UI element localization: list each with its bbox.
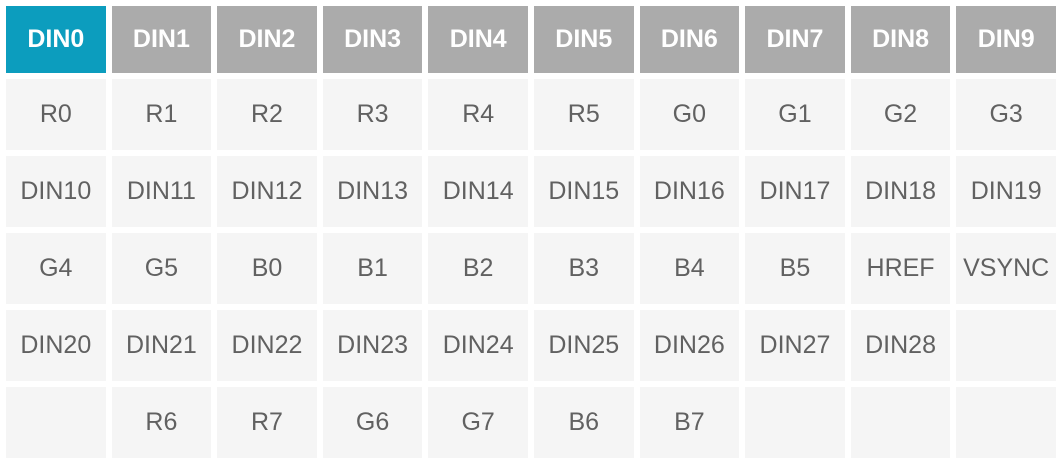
header-cell-din3: DIN3 [322, 6, 423, 73]
pin-cell-r0: R0 [6, 79, 106, 150]
pin-cell-din23: DIN23 [322, 310, 423, 381]
pin-cell-vsync: VSYNC [956, 233, 1056, 304]
pin-cell-din22: DIN22 [217, 310, 317, 381]
header-cell-din7: DIN7 [745, 6, 845, 73]
header-cell-din6: DIN6 [639, 6, 740, 73]
pin-cell-din17: DIN17 [745, 156, 845, 227]
pin-cell-din12: DIN12 [217, 156, 317, 227]
header-cell-din2: DIN2 [217, 6, 317, 73]
pin-cell-b7: B7 [639, 387, 740, 458]
pin-cell-g1: G1 [745, 79, 845, 150]
header-cell-din5: DIN5 [533, 6, 634, 73]
pin-cell-r6: R6 [111, 387, 212, 458]
pin-cell-din18: DIN18 [850, 156, 951, 227]
pin-cell-g5: G5 [111, 233, 212, 304]
pin-cell-din15: DIN15 [533, 156, 634, 227]
table-row-din20-28: DIN20 DIN21 DIN22 DIN23 DIN24 DIN25 DIN2… [6, 310, 1056, 381]
empty-cell [956, 387, 1056, 458]
pin-cell-din24: DIN24 [428, 310, 528, 381]
pin-cell-r2: R2 [217, 79, 317, 150]
pin-cell-r7: R7 [217, 387, 317, 458]
header-cell-din4: DIN4 [428, 6, 528, 73]
pin-cell-b3: B3 [533, 233, 634, 304]
pin-cell-g6: G6 [322, 387, 423, 458]
pin-cell-din21: DIN21 [111, 310, 212, 381]
header-row: DIN0 DIN1 DIN2 DIN3 DIN4 DIN5 DIN6 DIN7 … [6, 6, 1056, 73]
table-body: R0 R1 R2 R3 R4 R5 G0 G1 G2 G3 DIN10 DIN1… [6, 79, 1056, 458]
pin-cell-g4: G4 [6, 233, 106, 304]
pin-cell-din10: DIN10 [6, 156, 106, 227]
header-cell-din8: DIN8 [850, 6, 951, 73]
header-cell-din9: DIN9 [956, 6, 1056, 73]
pin-cell-b4: B4 [639, 233, 740, 304]
table-row-signals-2: G4 G5 B0 B1 B2 B3 B4 B5 HREF VSYNC [6, 233, 1056, 304]
pin-cell-b6: B6 [533, 387, 634, 458]
empty-cell [956, 310, 1056, 381]
pin-cell-din14: DIN14 [428, 156, 528, 227]
pin-cell-r1: R1 [111, 79, 212, 150]
pin-cell-din26: DIN26 [639, 310, 740, 381]
pin-cell-din20: DIN20 [6, 310, 106, 381]
pin-cell-g3: G3 [956, 79, 1056, 150]
pin-cell-g2: G2 [850, 79, 951, 150]
table-row-signals-3: R6 R7 G6 G7 B6 B7 [6, 387, 1056, 458]
empty-cell [745, 387, 845, 458]
pin-cell-din13: DIN13 [322, 156, 423, 227]
pin-cell-b0: B0 [217, 233, 317, 304]
pin-cell-b2: B2 [428, 233, 528, 304]
pin-mapping-table: DIN0 DIN1 DIN2 DIN3 DIN4 DIN5 DIN6 DIN7 … [6, 6, 1056, 458]
table-row-din10-19: DIN10 DIN11 DIN12 DIN13 DIN14 DIN15 DIN1… [6, 156, 1056, 227]
empty-cell [850, 387, 951, 458]
pin-cell-din16: DIN16 [639, 156, 740, 227]
pin-cell-b1: B1 [322, 233, 423, 304]
pin-cell-din25: DIN25 [533, 310, 634, 381]
pin-cell-din28: DIN28 [850, 310, 951, 381]
table-header: DIN0 DIN1 DIN2 DIN3 DIN4 DIN5 DIN6 DIN7 … [6, 6, 1056, 73]
pin-cell-din11: DIN11 [111, 156, 212, 227]
pin-cell-r5: R5 [533, 79, 634, 150]
pin-cell-din19: DIN19 [956, 156, 1056, 227]
pin-cell-din27: DIN27 [745, 310, 845, 381]
pin-cell-g0: G0 [639, 79, 740, 150]
header-cell-din1: DIN1 [111, 6, 212, 73]
empty-cell [6, 387, 106, 458]
pin-cell-b5: B5 [745, 233, 845, 304]
pin-cell-r3: R3 [322, 79, 423, 150]
table-row-signals-1: R0 R1 R2 R3 R4 R5 G0 G1 G2 G3 [6, 79, 1056, 150]
pin-cell-href: HREF [850, 233, 951, 304]
pin-cell-r4: R4 [428, 79, 528, 150]
pin-cell-g7: G7 [428, 387, 528, 458]
header-cell-din0-highlighted: DIN0 [6, 6, 106, 73]
